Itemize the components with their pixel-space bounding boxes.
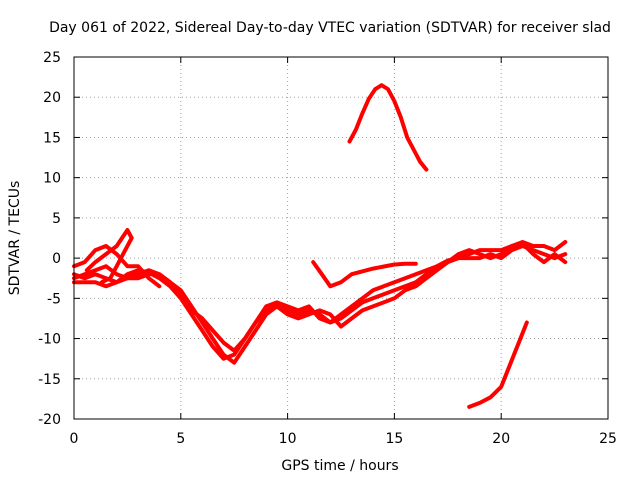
y-tick-label: 25 [43, 50, 61, 66]
x-tick-label: 0 [70, 431, 79, 447]
x-tick-label: 20 [492, 431, 510, 447]
chart-title: Day 061 of 2022, Sidereal Day-to-day VTE… [49, 20, 611, 36]
y-tick-label: -20 [38, 412, 61, 428]
grid-lines [74, 57, 608, 419]
tick-marks [73, 56, 609, 420]
y-tick-labels: -20 -15 -10 -5 0 5 10 15 20 25 [38, 50, 61, 428]
series-main-trace-b [72, 240, 568, 361]
series-early-branch [72, 244, 162, 289]
x-tick-label: 15 [385, 431, 403, 447]
series-negative-arc [467, 320, 529, 409]
x-axis-label: GPS time / hours [281, 458, 398, 474]
series-evening-segment [311, 260, 418, 289]
y-tick-label: -5 [47, 291, 61, 307]
y-tick-label: -10 [38, 332, 61, 348]
plot-frame [73, 56, 609, 420]
series-main-trace-a [72, 244, 568, 365]
y-tick-label: 15 [43, 130, 61, 146]
y-tick-label: 0 [52, 251, 61, 267]
series-early-hump [84, 228, 134, 285]
series-main-trace-c [72, 241, 568, 353]
y-tick-label: 5 [52, 211, 61, 227]
x-tick-labels: 0 5 10 15 20 25 [70, 431, 617, 447]
y-tick-label: 10 [43, 171, 61, 187]
series-positive-arc [347, 83, 429, 172]
y-axis-label: SDTVAR / TECUs [7, 181, 23, 296]
y-tick-label: -15 [38, 372, 61, 388]
series-group [72, 83, 568, 409]
y-tick-label: 20 [43, 90, 61, 106]
x-tick-label: 5 [176, 431, 185, 447]
x-tick-label: 25 [599, 431, 617, 447]
x-tick-label: 10 [279, 431, 297, 447]
